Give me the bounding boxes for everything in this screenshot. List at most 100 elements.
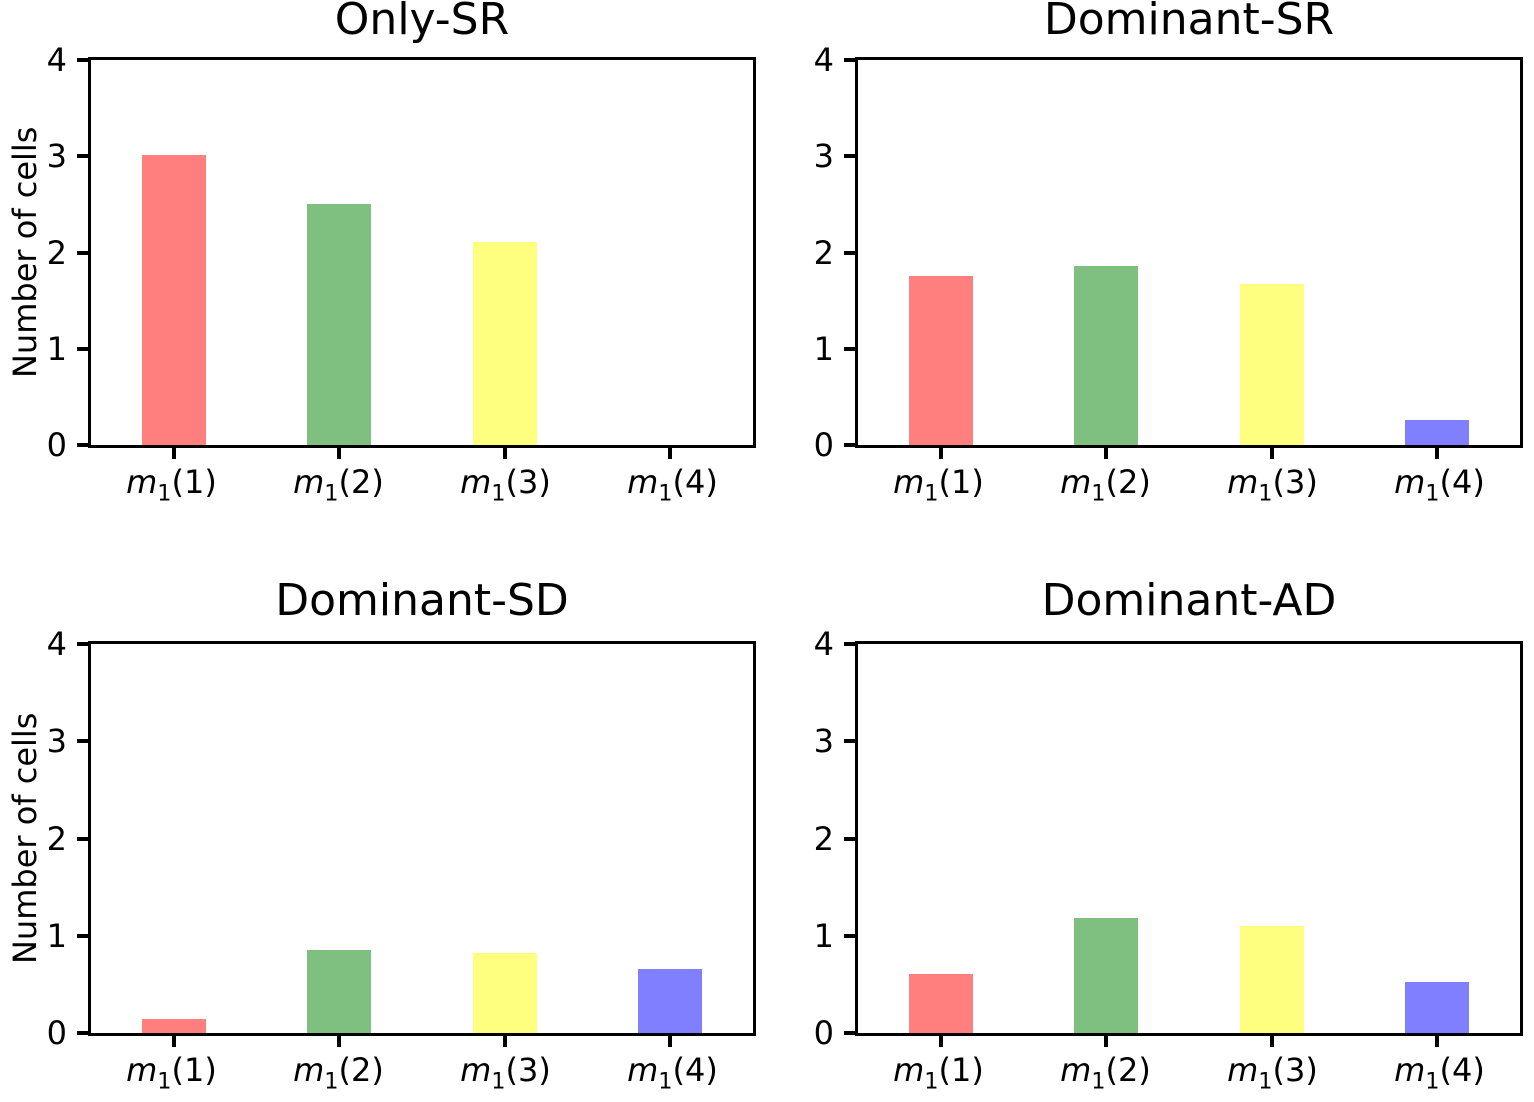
bar [638, 968, 703, 1033]
x-tick-labels: m1(1) m1(2) m1(3) m1(4) [855, 1047, 1523, 1099]
category-subscript: 1 [1425, 1068, 1440, 1095]
category-subscript: 1 [1091, 1068, 1106, 1095]
y-tick-mark [77, 346, 88, 351]
category-base: m [293, 463, 325, 501]
x-tick-label: m1(1) [126, 463, 217, 505]
y-tick-mark [844, 642, 855, 646]
category-subscript: 1 [1425, 480, 1440, 507]
chart-title-dominant-sd: Dominant-SD [275, 575, 569, 626]
category-subscript: 1 [1091, 480, 1106, 507]
category-subscript: 1 [491, 480, 506, 507]
category-base: m [1227, 463, 1259, 501]
y-tick-mark [844, 836, 855, 841]
y-tick-mark [844, 739, 855, 744]
category-arg: (3) [1272, 463, 1318, 501]
category-base: m [1394, 1051, 1426, 1089]
x-tick-mark [1104, 1036, 1109, 1047]
bar [472, 241, 537, 445]
plot-area-dominant-ad: 0 1 2 3 4 [814, 627, 1523, 1050]
bar [908, 973, 973, 1033]
y-tick-label: 1 [813, 916, 834, 955]
y-tick-label: 4 [46, 41, 67, 79]
x-tick-labels: m1(1) m1(2) m1(3) m1(4) [88, 1047, 756, 1099]
category-subscript: 1 [324, 480, 339, 507]
y-tick-label: 1 [813, 329, 834, 368]
category-subscript: 1 [924, 1068, 939, 1095]
category-base: m [627, 1051, 659, 1089]
y-tick-label: 4 [813, 625, 834, 663]
y-tick-mark [77, 739, 88, 744]
x-tick-label: m1(4) [1394, 463, 1485, 505]
category-base: m [1060, 463, 1092, 501]
bar [307, 204, 372, 445]
y-tick-label: 3 [813, 722, 834, 761]
category-arg: (1) [938, 463, 984, 501]
y-tick-mark [844, 250, 855, 255]
category-arg: (3) [1272, 1051, 1318, 1089]
x-tick-mark [502, 1036, 507, 1047]
x-tick-mark [171, 448, 176, 459]
y-tick-mark [844, 443, 855, 447]
x-tick-mark [171, 1036, 176, 1047]
plot-area-dominant-sr: 0 1 2 3 4 [814, 43, 1523, 462]
category-subscript: 1 [157, 480, 172, 507]
category-subscript: 1 [324, 1068, 339, 1095]
x-tick-labels: m1(1) m1(2) m1(3) m1(4) [88, 459, 756, 511]
bar [908, 275, 973, 445]
x-tick-label: m1(3) [460, 463, 551, 505]
bar [1239, 284, 1304, 445]
category-arg: (4) [672, 463, 718, 501]
y-tick-mark [844, 1031, 855, 1035]
category-subscript: 1 [1258, 1068, 1273, 1095]
bar [1405, 982, 1470, 1033]
y-tick-label: 0 [46, 426, 67, 464]
x-tick-label: m1(3) [1227, 1051, 1318, 1093]
y-tick-mark [77, 250, 88, 255]
category-arg: (2) [1105, 463, 1151, 501]
x-tick-mark [502, 448, 507, 459]
y-tick-mark [844, 58, 855, 62]
plot-area-only-sr: 0 1 2 3 4 [47, 43, 756, 462]
y-tick-label: 2 [813, 819, 834, 858]
x-tick-mark [668, 448, 673, 459]
y-tick-label: 2 [46, 233, 67, 272]
y-tick-mark [77, 933, 88, 938]
category-base: m [893, 463, 925, 501]
x-tick-labels: m1(1) m1(2) m1(3) m1(4) [855, 459, 1523, 511]
category-arg: (2) [338, 1051, 384, 1089]
x-tick-label: m1(1) [893, 1051, 984, 1093]
category-subscript: 1 [491, 1068, 506, 1095]
y-tick-mark [77, 836, 88, 841]
x-tick-label: m1(1) [126, 1051, 217, 1093]
category-arg: (3) [505, 463, 551, 501]
x-tick-mark [1435, 448, 1440, 459]
y-tick-mark [77, 154, 88, 159]
x-tick-mark [1104, 448, 1109, 459]
category-arg: (3) [505, 1051, 551, 1089]
category-subscript: 1 [1258, 480, 1273, 507]
category-base: m [1060, 1051, 1092, 1089]
chart-title-dominant-ad: Dominant-AD [1041, 575, 1337, 626]
y-tick-label: 4 [46, 625, 67, 663]
y-tick-label: 1 [46, 329, 67, 368]
bar [307, 950, 372, 1033]
y-tick-label: 3 [46, 137, 67, 176]
y-tick-label: 0 [813, 1014, 834, 1052]
x-tick-label: m1(3) [460, 1051, 551, 1093]
x-tick-mark [1435, 1036, 1440, 1047]
chart-title-only-sr: Only-SR [334, 0, 510, 45]
x-tick-label: m1(2) [1060, 463, 1151, 505]
chart-title-dominant-sr: Dominant-SR [1043, 0, 1335, 45]
x-tick-mark [1269, 448, 1274, 459]
category-base: m [460, 1051, 492, 1089]
bar [1074, 918, 1139, 1033]
x-tick-label: m1(3) [1227, 463, 1318, 505]
x-tick-label: m1(4) [627, 1051, 718, 1093]
y-tick-mark [844, 154, 855, 159]
bar [141, 155, 206, 445]
x-tick-label: m1(2) [1060, 1051, 1151, 1093]
y-tick-mark [77, 58, 88, 62]
